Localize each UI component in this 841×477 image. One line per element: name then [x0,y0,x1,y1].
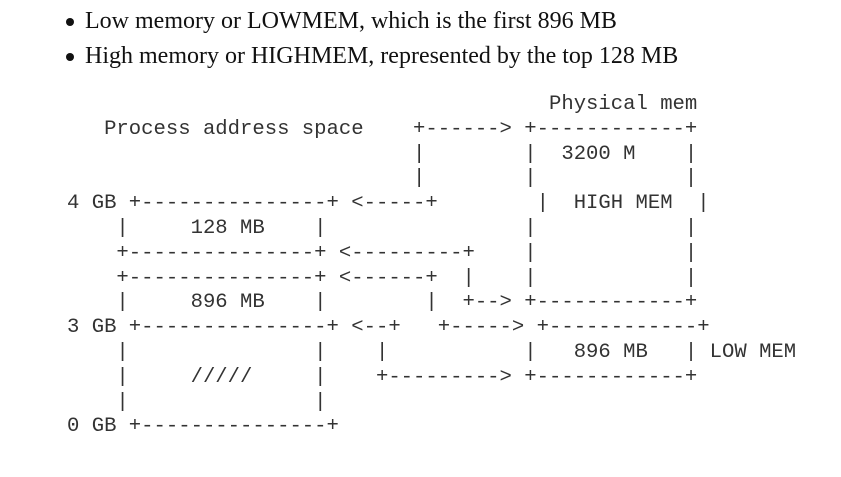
diagram-line: +---------------+ <------+ | | | [67,266,698,290]
diagram-line: Process address space +------> +--------… [67,117,698,141]
diagram-line: Physical mem [67,93,698,116]
diagram-line: | | | | 896 MB | LOW MEM [67,340,797,364]
diagram-line: | 896 MB | | +--> +------------+ [67,291,698,315]
diagram-line: | | | [67,167,698,191]
bullet-item: High memory or HIGHMEM, represented by t… [65,39,678,74]
diagram-line: | 128 MB | | | [67,216,698,240]
memory-diagram: Physical mem Process address space +----… [67,93,796,440]
bullet-list: Low memory or LOWMEM, which is the first… [0,4,678,74]
diagram-line: | | 3200 M | [67,142,698,166]
diagram-line: 3 GB +---------------+ <--+ +-----> +---… [67,316,710,340]
diagram-line: 0 GB +---------------+ [67,415,339,439]
bullet-item: Low memory or LOWMEM, which is the first… [65,4,678,39]
diagram-line: 4 GB +---------------+ <-----+ | HIGH ME… [67,192,710,216]
diagram-line: +---------------+ <---------+ | | [67,241,698,265]
diagram-line: | | [67,390,327,414]
diagram-line: | ///// | +---------> +------------+ [67,365,698,389]
